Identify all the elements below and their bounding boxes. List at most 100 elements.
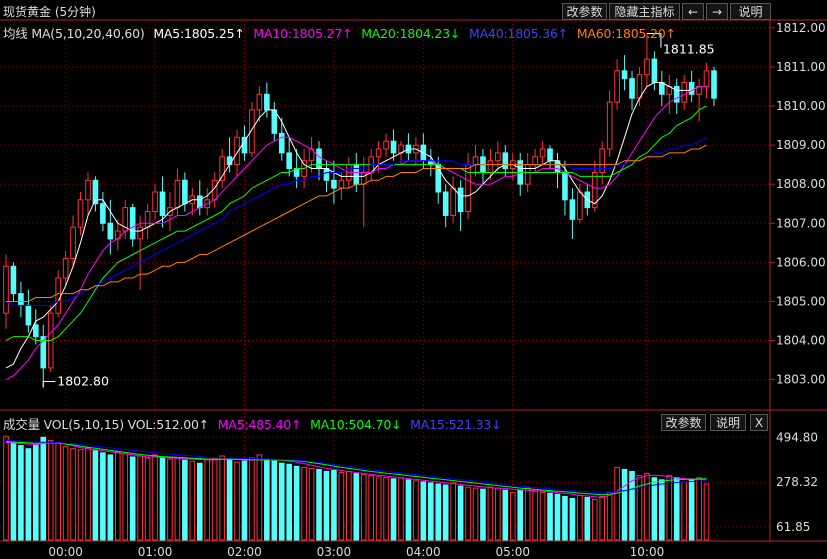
volume-bar [189,460,196,541]
candle-body [360,171,367,185]
volume-bar [532,490,538,541]
volume-bar [509,491,516,541]
candle-body [651,58,658,84]
candle-body [226,156,233,166]
candle-body [10,265,17,295]
vol-ma10-legend: MA10:504.70↓ [310,417,402,432]
candle-body [688,82,695,95]
time-tick-label: 05:00 [495,545,530,559]
candle-body [3,265,9,314]
volume-bar [107,454,114,541]
volume-tick-label: 278.32 [776,475,818,489]
volume-bar [442,484,449,541]
vol-ma-line-ma10 [5,440,707,496]
volume-bar [264,458,270,541]
volume-bar [144,457,151,541]
volume-bar [33,444,39,541]
ma10-legend: MA10:1805.27↑ [253,26,353,41]
volume-bar [606,491,613,541]
candle-body [495,152,501,162]
volume-tick-label: 494.80 [776,430,818,444]
volume-bar [204,458,211,541]
vol-params-button[interactable]: 改参数 [661,414,706,431]
volume-bar [539,491,546,541]
candle-body [107,222,114,240]
volume-bar [331,469,337,541]
volume-bar [40,436,47,541]
volume-bar [562,495,568,541]
volume-bar [584,496,591,541]
time-tick-label: 02:00 [227,545,262,559]
price-tick-label: 1808.00 [776,177,826,191]
candle-body [629,78,635,99]
volume-bar [659,479,665,541]
volume-bar [547,492,553,541]
window-title: 现货黄金 (5分钟) [3,5,96,19]
candle-body [159,191,166,216]
prev-arrow-icon[interactable]: ← [682,3,704,20]
volume-bar [18,445,24,541]
candle-body [174,179,181,209]
time-tick-label: 04:00 [406,545,441,559]
volume-bar [405,479,412,541]
candle-body [152,191,158,213]
vol-help-button[interactable]: 说明 [710,414,746,431]
volume-bar [271,460,278,541]
vol-ma-line-ma5 [5,441,707,499]
time-tick-label: 10:00 [630,545,665,559]
volume-bar [688,479,695,541]
candle-body [659,82,665,95]
vol-ma5-legend: MA5:485.40↑ [217,417,302,432]
candle-body [577,191,583,220]
candle-body [599,148,606,173]
price-tick-label: 1809.00 [776,138,826,152]
candle-body [144,211,151,228]
volume-bar [47,439,54,541]
volume-bar [554,493,561,541]
volume-bar [644,473,650,541]
volume-bar [152,454,158,541]
volume-bar [219,455,225,541]
volume-bar [480,488,486,541]
volume-bar [114,451,121,541]
candle-body [33,324,39,338]
next-arrow-icon[interactable]: → [706,3,728,20]
volume-bar [666,475,673,541]
params-button[interactable]: 改参数 [562,3,607,20]
candle-body [703,70,710,87]
volume-bar [636,475,643,541]
volume-bar [487,486,494,541]
ma-line-ma60 [6,144,707,302]
volume-bar [427,482,434,541]
time-tick-label: 01:00 [138,545,173,559]
volume-bar [495,487,501,541]
volume-bar [577,494,583,541]
volume-bar [234,461,240,541]
candle-body [323,168,330,181]
candle-body [286,152,293,170]
hide-indicator-button[interactable]: 隐藏主指标 [609,3,680,20]
volume-bar [122,453,129,541]
volume-bar [599,495,606,541]
volume-bar [137,455,143,541]
candle-body [100,203,106,224]
candle-body [70,226,76,259]
candle-body [241,136,248,154]
volume-bar [703,483,710,541]
help-button[interactable]: 说明 [730,3,771,20]
volume-bar [167,458,173,541]
volume-bar [196,462,203,541]
candle-body [442,191,449,216]
candle-body [539,148,546,158]
volume-bar [368,475,374,541]
candle-body [85,179,91,201]
candle-body [644,58,650,76]
candle-body [92,179,99,205]
volume-bar [621,468,628,541]
time-tick-label: 03:00 [317,545,352,559]
candle-body [711,70,717,99]
price-tick-label: 1812.00 [776,21,826,35]
volume-bar [450,482,456,541]
price-tick-label: 1805.00 [776,294,826,308]
vol-close-icon[interactable]: X [750,414,768,431]
